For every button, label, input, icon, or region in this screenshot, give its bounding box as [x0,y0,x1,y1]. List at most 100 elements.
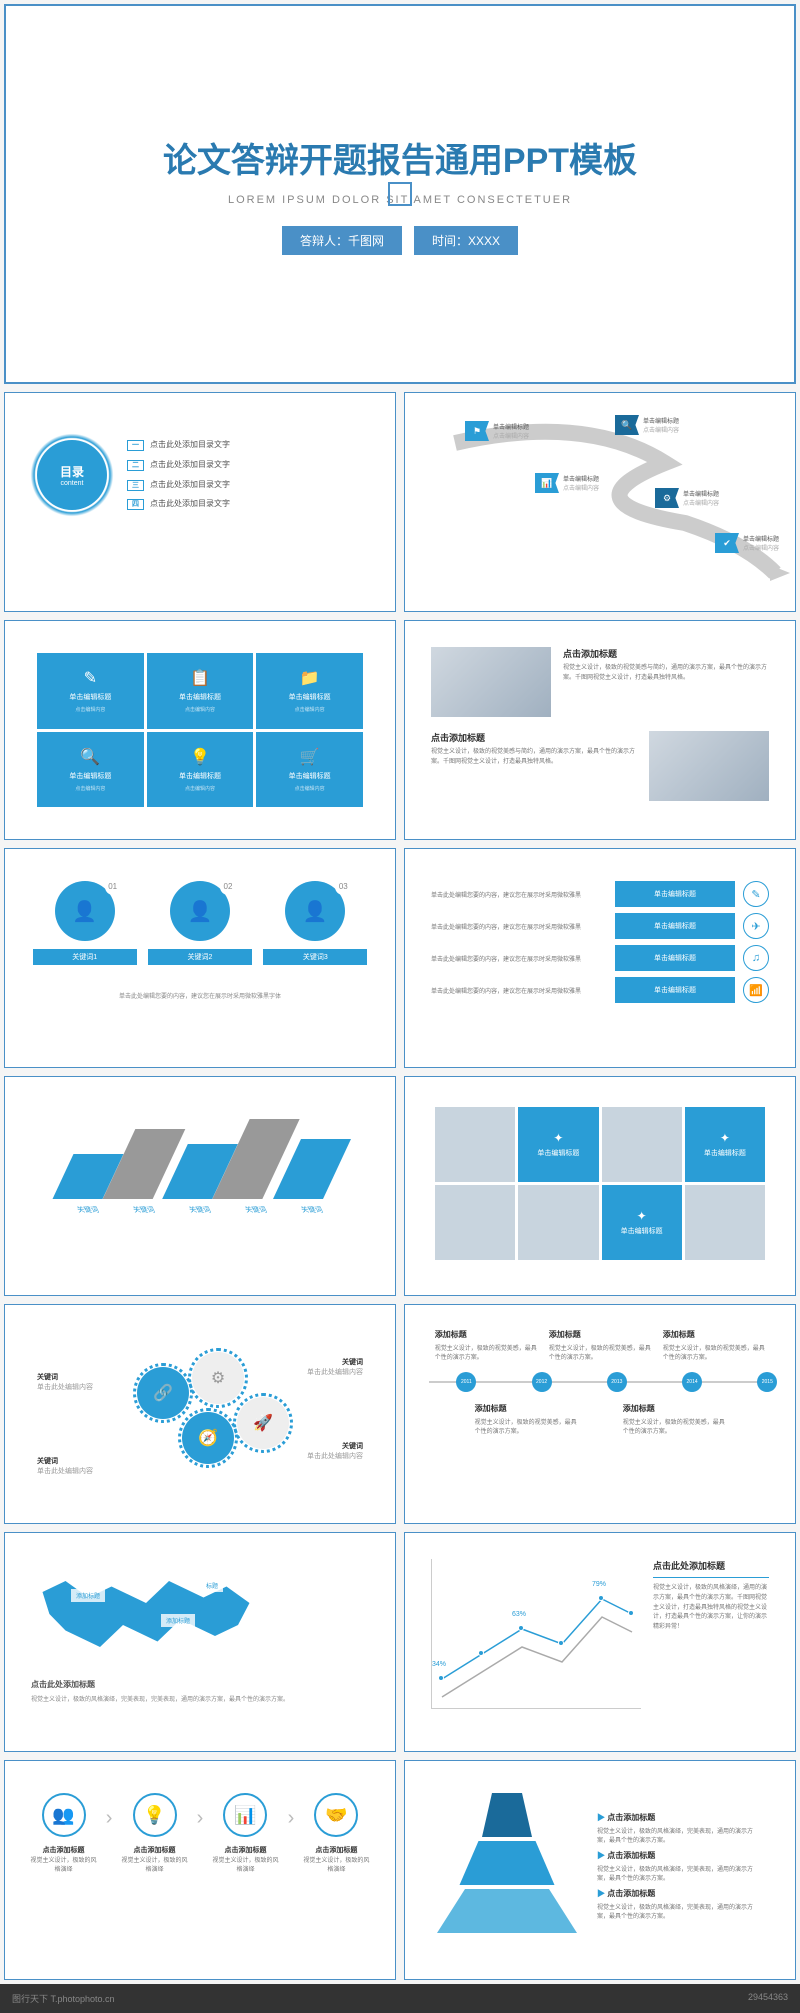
chart-label: 34% [432,1661,446,1668]
chart-label: 63% [512,1611,526,1618]
roadmap-path [405,393,795,611]
slide-linechart: 34% 63% 79% 点击此处添加标题 视觉主义设计，极致的风格演绎，通用的演示方… [404,1532,796,1752]
icon-col: 👥点击添加标题视觉主义设计，极致的风格演绎 [29,1793,99,1873]
bar-row: 单击此处编辑您要的内容，建议您在展示时采用微软雅黑单击编辑标题✎ [431,881,769,907]
pyr-title: 点击添加标题 [597,1812,763,1823]
iso-bar: 关键词 [231,1119,281,1215]
map-title: 点击此处添加标题 [31,1679,369,1690]
lc-body: 视觉主义设计，极致的风格演绎，通用的演示方案，最具个性的演示方案。千图网视觉主义… [653,1584,769,1632]
hero-badges: 答辩人：千图网 时间：XXXX [282,226,518,255]
slide-icons4: 👥点击添加标题视觉主义设计，极致的风格演绎 › 💡点击添加标题视觉主义设计，极致的风… [4,1760,396,1980]
slide-map: 添加标题 添加标题 标题 点击此处添加标题 视觉主义设计，极致的风格演绎，完美表… [4,1532,396,1752]
toc-item: 一点击此处添加目录文字 [127,435,230,455]
placeholder-image [649,731,769,801]
placeholder-image [431,647,551,717]
grid-cell: 🛒单击编辑标题点击编辑内容 [256,732,363,808]
map-body: 视觉主义设计，极致的风格演绎，完美表现，完美表现，通用的演示方案，最具个性的演示… [31,1694,369,1703]
roadmap-flag: ⚙单击编辑标题点击编辑内容 [655,488,719,508]
tl-year: 2013 [607,1372,627,1392]
bar-row: 单击此处编辑您要的内容，建议您在展示时采用微软雅黑单击编辑标题♫ [431,945,769,971]
imgg-ph [602,1107,682,1182]
footer-left: 图行天下 T.photophoto.cn [12,1992,115,2005]
avatar-col: 👤关键词1 [33,881,137,971]
grid-cell: 💡单击编辑标题点击编辑内容 [147,732,254,808]
gear-kw: 关键词单击此处编辑内容 [307,1441,363,1461]
map-tag: 添加标题 [71,1589,105,1602]
badge-presenter: 答辩人：千图网 [282,226,402,255]
tb-title: 点击添加标题 [431,731,637,744]
chart-point [478,1650,484,1656]
lc-title: 点击此处添加标题 [653,1559,769,1578]
icon-col: 🤝点击添加标题视觉主义设计，极致的风格演绎 [301,1793,371,1873]
toc-cn: 目录 [60,463,84,480]
chart-label: 79% [592,1581,606,1588]
toc-en: content [61,480,84,487]
tl-year: 2014 [682,1372,702,1392]
iso-bar: 关键词 [175,1144,225,1215]
pyramid-level [437,1889,577,1933]
world-map [31,1559,261,1669]
imgg-label: ✦单击编辑标题 [518,1107,598,1182]
gear-icon: 🔗 [137,1367,189,1419]
chart-point [438,1675,444,1681]
toc-badge: 目录 content [37,440,107,510]
slide-textimg: 点击添加标题视觉主义设计，极致的视觉美感与简约，通用的演示方案，最具个性的演示方… [404,620,796,840]
grid-cell: 📋单击编辑标题点击编辑内容 [147,653,254,729]
grid-cell: ✎单击编辑标题点击编辑内容 [37,653,144,729]
chevron-icon: › [106,1807,113,1830]
avatar-col: 👤关键词2 [148,881,252,971]
gear-icon: ⚙ [192,1352,244,1404]
tb-title: 点击添加标题 [563,647,769,660]
imgg-ph [518,1185,598,1260]
roadmap-flag: ✔单击编辑标题点击编辑内容 [715,533,779,553]
hero-slide: 论文答辩开题报告通用PPT模板 LOREM IPSUM DOLOR SIT AM… [4,4,796,384]
icon-col: 📊点击添加标题视觉主义设计，极致的风格演绎 [210,1793,280,1873]
tl-year: 2011 [456,1372,476,1392]
tl-item: 添加标题视觉主义设计，极致的视觉美感，最具个性的演示方案。 [435,1329,538,1361]
pyr-body: 视觉主义设计，极致的风格演绎，完美表现，通用的演示方案，最具个性的演示方案。 [597,1826,763,1844]
imgg-label: ✦单击编辑标题 [685,1107,765,1182]
map-tag: 添加标题 [161,1614,195,1627]
pyr-body: 视觉主义设计，极致的风格演绎，完美表现，通用的演示方案，最具个性的演示方案。 [597,1902,763,1920]
slide-grid6: ✎单击编辑标题点击编辑内容📋单击编辑标题点击编辑内容📁单击编辑标题点击编辑内容 🔍… [4,620,396,840]
slide-toc: 目录 content 一点击此处添加目录文字二点击此处添加目录文字三点击此处添加… [4,392,396,612]
roadmap-flag: ⚑单击编辑标题点击编辑内容 [465,421,529,441]
chart-point [598,1595,604,1601]
slide-roadmap: ⚑单击编辑标题点击编辑内容🔍单击编辑标题点击编辑内容📊单击编辑标题点击编辑内容⚙… [404,392,796,612]
iso-bar: 关键词 [63,1154,113,1215]
imgg-ph [435,1107,515,1182]
gear-kw: 关键词单击此处编辑内容 [37,1456,93,1476]
pyr-title: 点击添加标题 [597,1888,763,1899]
slide-gears: 🔗 ⚙ 🧭 🚀 关键词单击此处编辑内容 关键词单击此处编辑内容 关键词单击此处编… [4,1304,396,1524]
gear-kw: 关键词单击此处编辑内容 [307,1357,363,1377]
slide-avatars: 👤关键词1👤关键词2👤关键词3 单击此处编辑您要的内容，建议您在展示时采用微软雅… [4,848,396,1068]
grid-cell: 🔍单击编辑标题点击编辑内容 [37,732,144,808]
gear-kw: 关键词单击此处编辑内容 [37,1372,93,1392]
bar-row: 单击此处编辑您要的内容，建议您在展示时采用微软雅黑单击编辑标题✈ [431,913,769,939]
pyr-body: 视觉主义设计，极致的风格演绎，完美表现，通用的演示方案，最具个性的演示方案。 [597,1864,763,1882]
grid-cell: 📁单击编辑标题点击编辑内容 [256,653,363,729]
slide-bars4: 单击此处编辑您要的内容，建议您在展示时采用微软雅黑单击编辑标题✎ 单击此处编辑您要… [404,848,796,1068]
imgg-ph [685,1185,765,1260]
roadmap-flag: 🔍单击编辑标题点击编辑内容 [615,415,679,435]
pyr-title: 点击添加标题 [597,1850,763,1861]
slide-timeline: 添加标题视觉主义设计，极致的视觉美感，最具个性的演示方案。添加标题视觉主义设计，… [404,1304,796,1524]
tl-item: 添加标题视觉主义设计，极致的视觉美感，最具个性的演示方案。 [663,1329,766,1361]
line-chart: 34% 63% 79% [431,1559,641,1709]
hero-title: 论文答辩开题报告通用PPT模板 [163,133,637,182]
tl-item: 添加标题视觉主义设计，极致的视觉美感，最具个性的演示方案。 [549,1329,652,1361]
hero-subtitle: LOREM IPSUM DOLOR SIT AMET CONSECTETUER [228,194,572,206]
pyramid-level [460,1841,555,1885]
slide-pyramid: 点击添加标题视觉主义设计，极致的风格演绎，完美表现，通用的演示方案，最具个性的演… [404,1760,796,1980]
chart-point [558,1640,564,1646]
tl-year: 2012 [532,1372,552,1392]
toc-item: 二点击此处添加目录文字 [127,455,230,475]
chevron-icon: › [288,1807,295,1830]
pyramid-level [482,1793,532,1837]
iso-bar: 关键词 [119,1129,169,1215]
imgg-label: ✦单击编辑标题 [602,1185,682,1260]
slide-imgg: ✦单击编辑标题✦单击编辑标题✦单击编辑标题 [404,1076,796,1296]
icon-col: 💡点击添加标题视觉主义设计，极致的风格演绎 [120,1793,190,1873]
footer-right: 29454363 [748,1992,788,2005]
pyramid-shape [437,1793,577,1933]
